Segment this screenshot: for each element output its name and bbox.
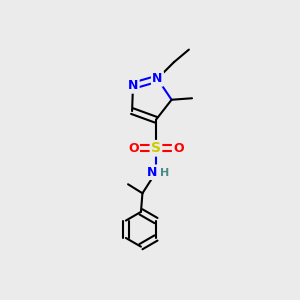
Text: N: N bbox=[152, 72, 163, 85]
Text: N: N bbox=[147, 166, 157, 179]
Text: N: N bbox=[152, 72, 163, 85]
Text: H: H bbox=[160, 168, 169, 178]
Text: S: S bbox=[151, 141, 161, 155]
Text: N: N bbox=[128, 79, 138, 92]
Text: O: O bbox=[173, 142, 184, 155]
Text: O: O bbox=[128, 142, 139, 155]
Text: N: N bbox=[128, 79, 138, 92]
